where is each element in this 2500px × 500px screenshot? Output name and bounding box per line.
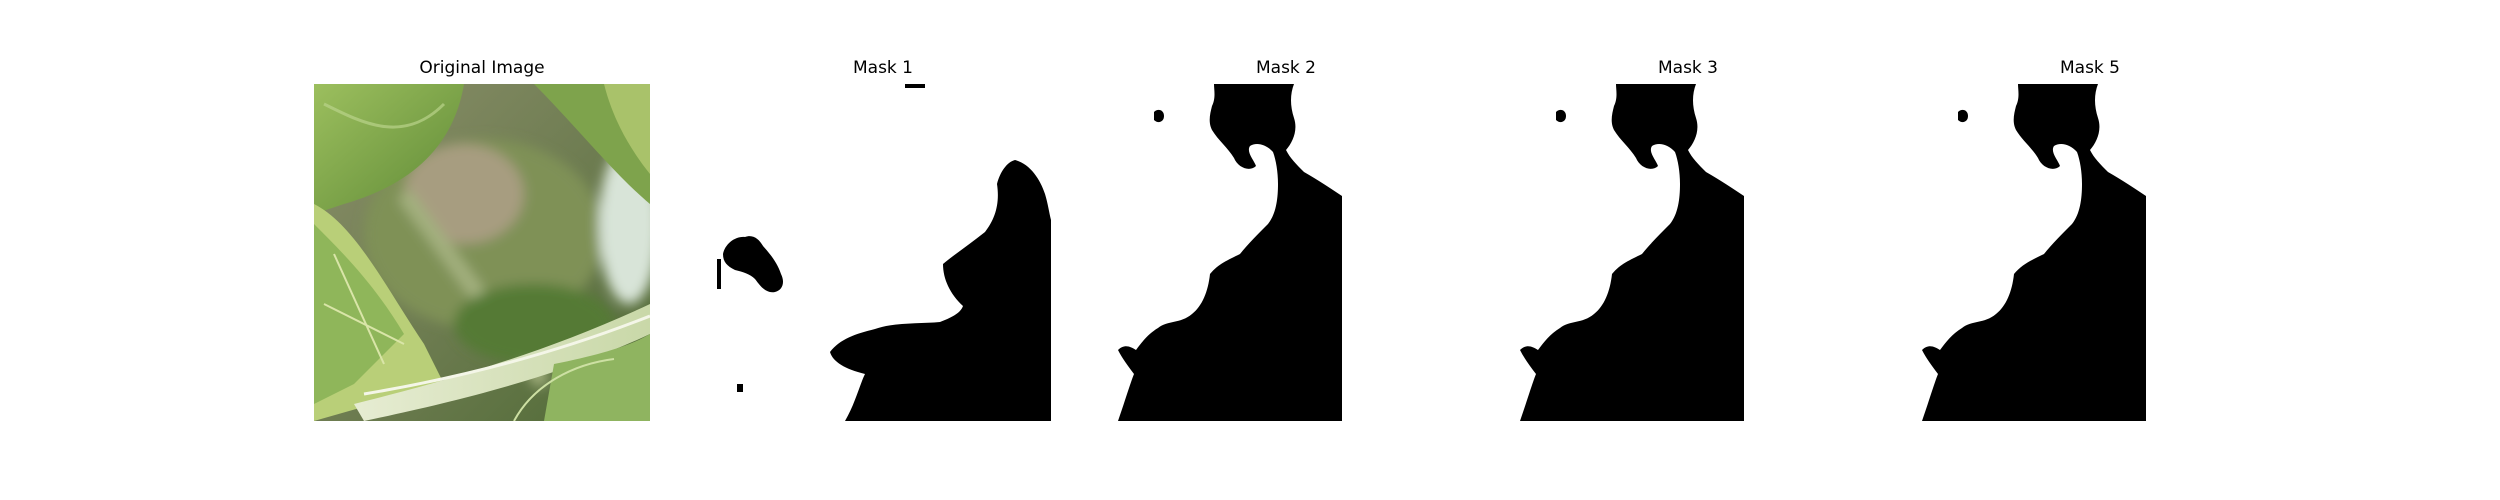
mask-3-image <box>1520 84 1856 421</box>
panel-title-mask-5: Mask 5 <box>2059 58 2120 78</box>
leaf-photo <box>314 84 650 421</box>
panel-title-mask-3: Mask 3 <box>1657 58 1718 78</box>
mask-1-image <box>715 84 1051 421</box>
mask-5-shape <box>1922 84 2258 421</box>
panel-title-original: Original Image <box>419 58 545 78</box>
mask-5-image <box>1922 84 2258 421</box>
original-image <box>314 84 650 421</box>
mask-2-shape <box>1118 84 1454 421</box>
mask-3-shape <box>1520 84 1856 421</box>
panel-title-mask-1: Mask 1 <box>852 58 913 78</box>
mask-1-shape <box>715 84 1051 421</box>
panel-title-mask-2: Mask 2 <box>1255 58 1316 78</box>
mask-2-image <box>1118 84 1454 421</box>
